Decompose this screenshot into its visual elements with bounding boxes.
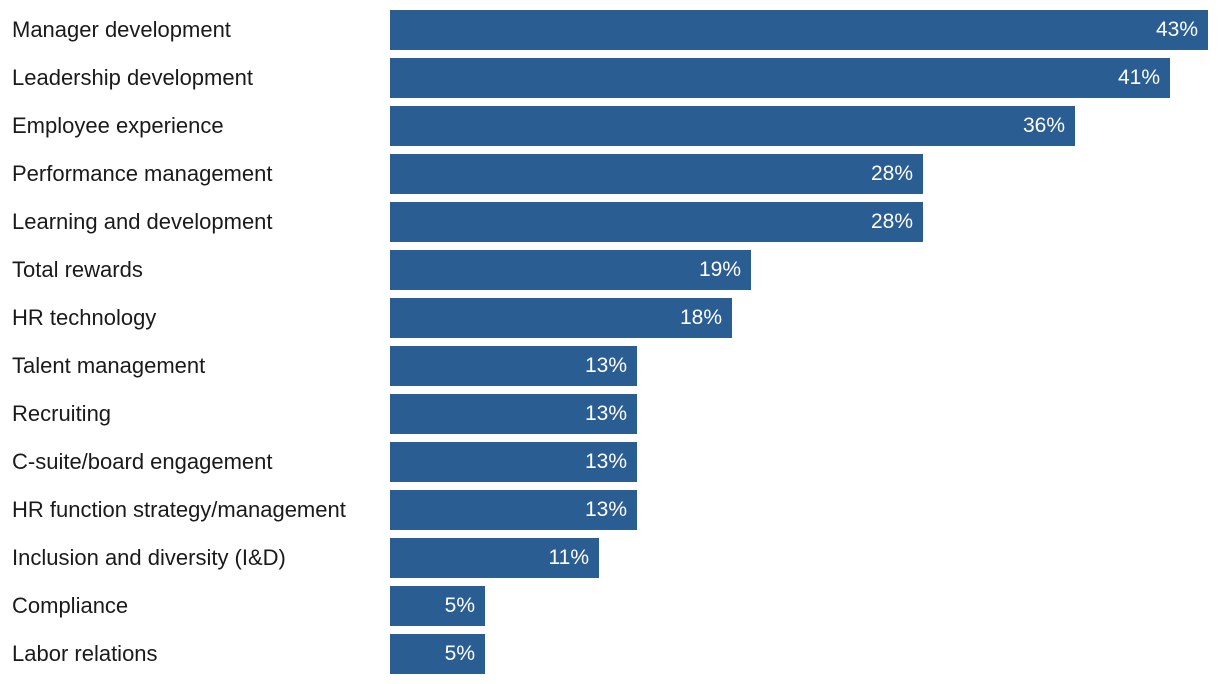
value-label: 13%: [584, 498, 627, 521]
category-label: Leadership development: [12, 65, 253, 90]
category-label: Manager development: [12, 17, 231, 42]
bar: [390, 250, 751, 290]
category-label: HR function strategy/management: [12, 497, 346, 522]
value-label: 11%: [548, 546, 589, 569]
category-label: Labor relations: [12, 641, 158, 666]
bar: [390, 490, 637, 530]
category-label: Compliance: [12, 593, 129, 618]
category-label: C-suite/board engagement: [12, 449, 273, 474]
bar: [390, 202, 923, 242]
bar: [390, 538, 599, 578]
category-label: Talent management: [12, 353, 206, 378]
value-label: 5%: [444, 594, 475, 617]
value-label: 13%: [584, 402, 627, 425]
value-label: 13%: [584, 354, 627, 377]
bar: [390, 106, 1075, 146]
category-label: Employee experience: [12, 113, 224, 138]
value-label: 5%: [444, 642, 475, 665]
bar: [390, 10, 1208, 50]
bar: [390, 442, 637, 482]
value-label: 28%: [870, 210, 913, 233]
bar: [390, 586, 485, 626]
bar: [390, 58, 1170, 98]
value-label: 13%: [584, 450, 627, 473]
value-label: 43%: [1155, 18, 1198, 41]
value-label: 41%: [1117, 66, 1160, 89]
category-label: Recruiting: [12, 401, 112, 426]
bar: [390, 298, 732, 338]
category-label: Inclusion and diversity (I&D): [12, 545, 286, 570]
category-label: Performance management: [12, 161, 273, 186]
bar: [390, 346, 637, 386]
category-label: Total rewards: [12, 257, 143, 282]
bar: [390, 154, 923, 194]
value-label: 28%: [870, 162, 913, 185]
bar: [390, 634, 485, 674]
category-label: Learning and development: [12, 209, 273, 234]
value-label: 18%: [679, 306, 722, 329]
category-label: HR technology: [12, 305, 157, 330]
bar: [390, 394, 637, 434]
value-label: 19%: [698, 258, 741, 281]
value-label: 36%: [1022, 114, 1065, 137]
